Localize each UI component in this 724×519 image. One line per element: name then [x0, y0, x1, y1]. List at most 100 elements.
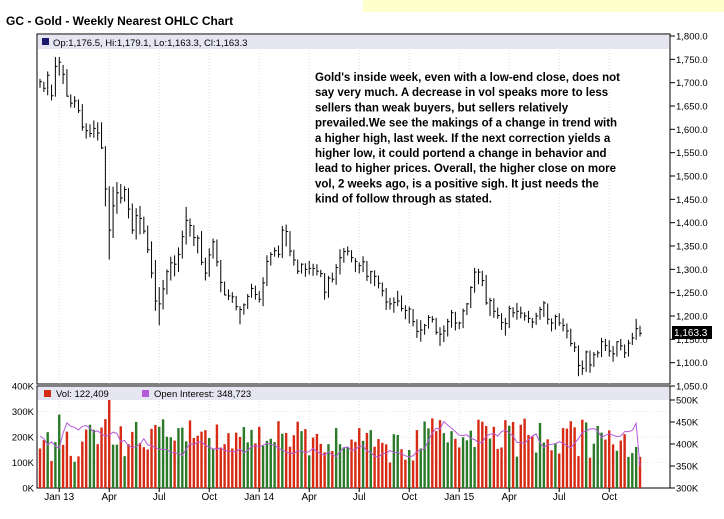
volume-bar	[165, 436, 169, 488]
annotation-line: lead to higher prices. Overall, the high…	[315, 163, 616, 175]
annotation-line: say very much. A decrease in vol speaks …	[315, 87, 608, 99]
volume-bar	[504, 420, 507, 488]
price-y-tick-label: 1,450.0	[676, 195, 708, 206]
volume-bar	[384, 444, 388, 488]
annotation-line: kind of follow through as stated.	[315, 194, 492, 206]
volume-legend-bar	[38, 387, 669, 400]
volume-bar	[161, 419, 165, 488]
oi-y-tick-label: 450K	[676, 418, 699, 429]
volume-bar	[492, 426, 496, 488]
volume-bar	[46, 432, 49, 488]
volume-bar	[627, 456, 630, 488]
volume-bar	[415, 430, 419, 488]
top-highlight-strip	[363, 0, 724, 12]
volume-bar	[269, 438, 272, 488]
volume-bar	[242, 427, 246, 488]
volume-bar	[573, 427, 576, 488]
volume-bar	[604, 439, 607, 488]
volume-bar	[108, 390, 111, 488]
volume-bar	[50, 460, 53, 488]
volume-bar	[342, 447, 346, 488]
volume-bar	[431, 418, 434, 488]
annotation-line: vol, 2 weeks ago, is a positive sigh. It…	[315, 178, 599, 190]
price-y-tick-label: 1,300.0	[676, 265, 708, 276]
volume-bar	[246, 442, 249, 488]
volume-bar	[515, 456, 519, 488]
volume-bar	[608, 430, 611, 488]
oi-y-tick-label: 350K	[676, 462, 699, 473]
volume-bar	[411, 460, 415, 488]
volume-bar	[396, 434, 399, 488]
volume-bar	[258, 426, 261, 488]
volume-bar	[292, 435, 296, 488]
volume-bar	[600, 432, 603, 488]
open-interest-y-axis: 300K 350K 400K 450K 500K	[670, 396, 699, 495]
price-y-tick-label: 1,350.0	[676, 242, 708, 253]
volume-bar	[265, 440, 269, 488]
volume-bar	[527, 434, 530, 488]
volume-bar	[611, 444, 615, 488]
volume-bar	[419, 448, 422, 488]
volume-bar	[88, 424, 92, 488]
price-y-tick-label: 1,100.0	[676, 358, 708, 369]
x-tick-label: Apr	[101, 492, 117, 503]
volume-bar	[308, 455, 311, 488]
annotation-line: higher low, it could portend a change in…	[315, 148, 607, 160]
volume-bar	[61, 444, 65, 488]
oi-y-tick-label: 400K	[676, 440, 699, 451]
volume-bar	[169, 437, 172, 488]
volume-bar	[588, 457, 592, 488]
volume-bar	[234, 432, 238, 488]
volume-bar	[365, 432, 369, 488]
volume-bar	[508, 425, 511, 488]
volume-bar	[592, 443, 596, 488]
volume-bar	[127, 444, 130, 488]
volume-bar	[542, 442, 546, 488]
volume-bar	[534, 452, 538, 488]
volume-bar	[634, 446, 638, 488]
volume-bar	[554, 443, 557, 488]
volume-bar	[188, 420, 192, 488]
volume-bar	[523, 418, 526, 488]
volume-bar	[231, 448, 234, 488]
volume-bar	[361, 440, 365, 488]
volume-bar	[196, 435, 199, 488]
volume-bar	[519, 424, 522, 488]
volume-bar	[327, 444, 330, 488]
volume-bar	[496, 448, 499, 488]
volume-bar	[219, 447, 222, 488]
volume-bar	[65, 431, 69, 488]
volume-bar	[561, 428, 565, 488]
volume-bar	[338, 444, 342, 488]
volume-bar	[184, 441, 188, 488]
volume-bar	[111, 444, 115, 488]
volume-bar	[334, 428, 338, 488]
volume-bar	[377, 439, 380, 488]
volume-bar	[638, 456, 642, 488]
volume-bar	[481, 421, 484, 488]
volume-bar	[423, 421, 426, 488]
volume-bar	[115, 444, 119, 488]
volume-bar	[442, 433, 446, 488]
volume-bar	[204, 430, 207, 488]
annotation-line: a higher high, last week. If the next co…	[315, 133, 611, 145]
vol-legend-swatch	[44, 390, 51, 397]
volume-bar	[150, 428, 153, 488]
volume-bar	[454, 438, 457, 488]
volume-bar	[261, 445, 265, 488]
volume-bar	[550, 450, 553, 488]
vol-legend-text: Vol: 122,409	[56, 389, 109, 400]
volume-bar	[484, 426, 488, 488]
volume-bar	[73, 461, 76, 488]
volume-bar	[469, 430, 472, 488]
volume-bar	[104, 419, 107, 488]
volume-bar	[373, 446, 376, 488]
volume-bar	[346, 447, 349, 488]
price-y-tick-label: 1,550.0	[676, 148, 708, 159]
volume-bar	[319, 443, 322, 488]
price-y-tick-label: 1,600.0	[676, 125, 708, 136]
x-tick-label: Jan 13	[44, 492, 74, 503]
volume-bar	[54, 442, 57, 488]
price-y-axis: 1,050.0 1,100.0 1,150.0 1,200.0 1,250.0 1,300…	[670, 32, 708, 393]
x-tick-label: Jul	[553, 492, 566, 503]
